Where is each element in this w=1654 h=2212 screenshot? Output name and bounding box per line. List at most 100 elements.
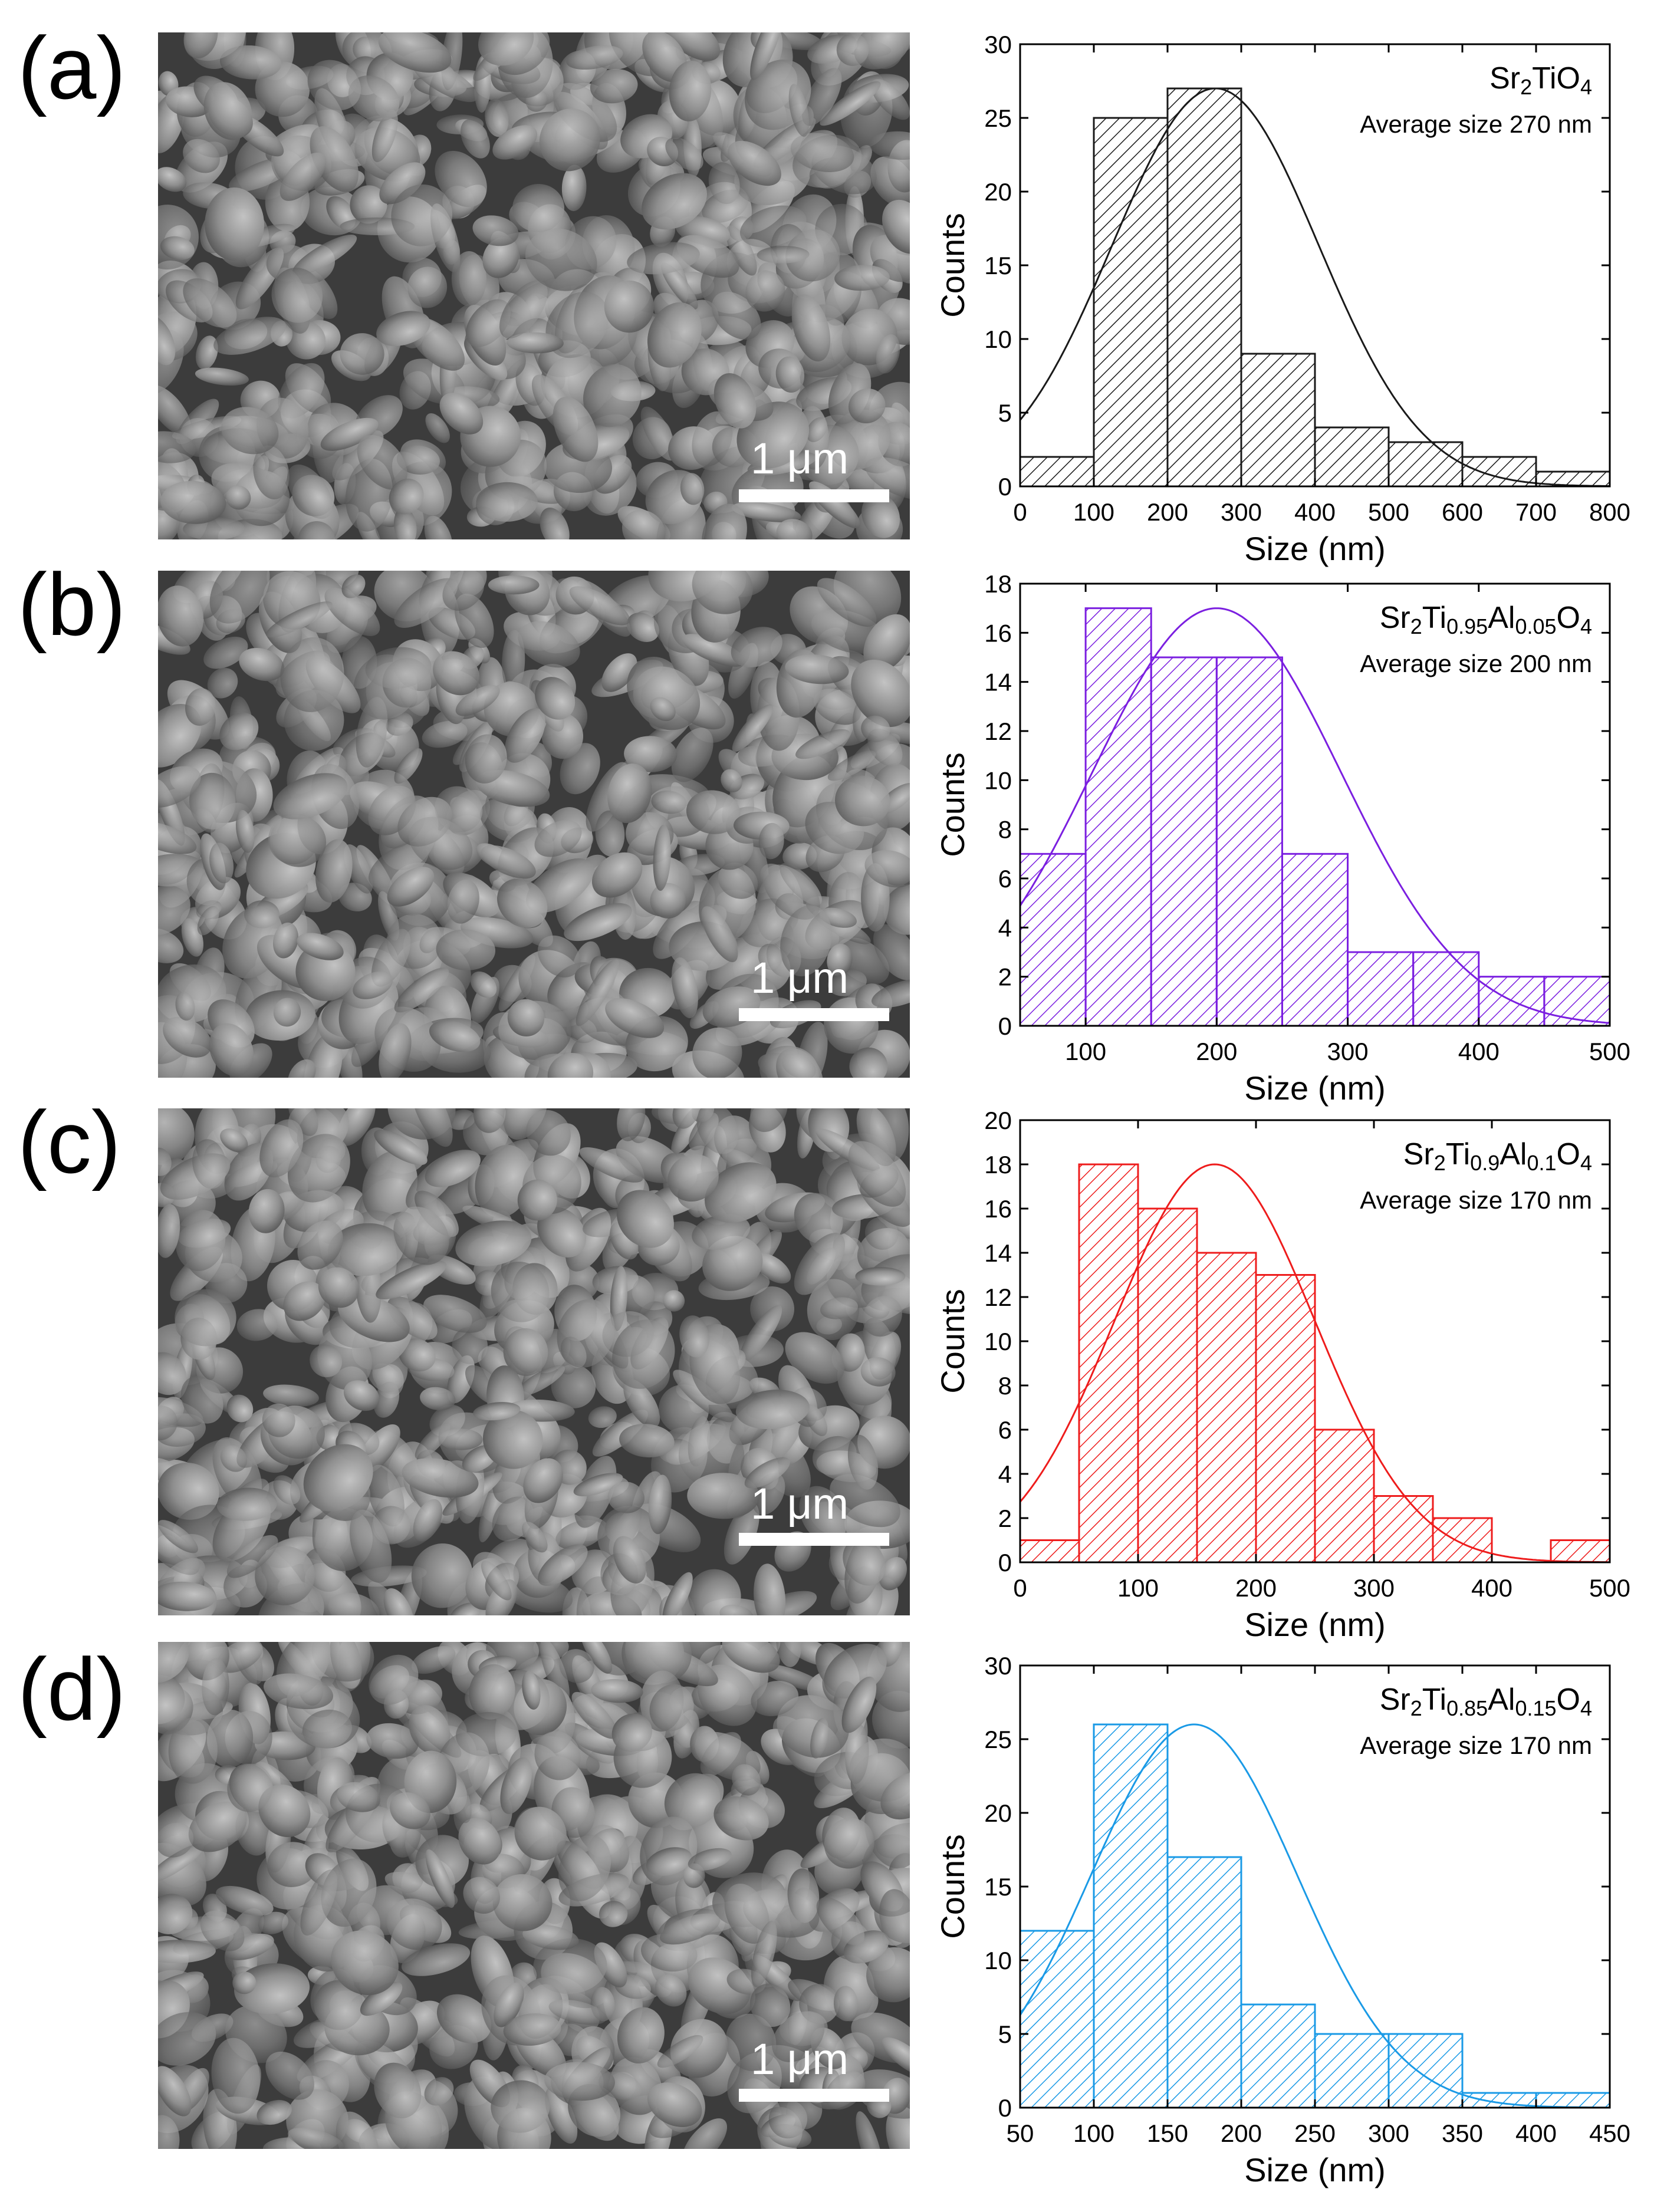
x-tick-label: 350 [1442, 2119, 1483, 2147]
x-tick-label: 400 [1471, 1574, 1512, 1602]
histogram-bar [1166, 1856, 1242, 2108]
histogram-bar [1314, 426, 1390, 486]
sem-image-a: 1 μm [158, 32, 910, 539]
histogram-bar [1137, 1207, 1198, 1562]
histogram-bar [1373, 1495, 1434, 1562]
panel-label-a: (a) [18, 18, 126, 117]
scale-bar-label: 1 μm [751, 2035, 849, 2083]
x-tick-label: 700 [1515, 498, 1557, 526]
y-tick-label: 10 [984, 1947, 1012, 1974]
x-tick-label: 100 [1073, 498, 1114, 526]
histogram-bar [1535, 2092, 1610, 2108]
y-tick-label: 16 [984, 619, 1012, 647]
histogram-bar [1215, 656, 1283, 1026]
x-tick-label: 100 [1073, 2119, 1114, 2147]
average-size-label: Average size 170 nm [1360, 1732, 1592, 1759]
y-tick-label: 30 [984, 1652, 1012, 1680]
fit-curve [1020, 607, 1610, 1024]
x-tick-label: 400 [1458, 1038, 1500, 1065]
x-axis-label: Size (nm) [1244, 1606, 1386, 1643]
x-tick-label: 200 [1196, 1038, 1237, 1065]
histogram-d: 50 100 150 200 250 300 350 400 450 0 5 10 15 20 25 30 Si… [932, 1633, 1633, 2188]
y-tick-label: 14 [984, 1239, 1012, 1267]
y-tick-label: 2 [998, 1505, 1012, 1532]
histogram-bar [1084, 607, 1152, 1026]
panel-label-d: (d) [18, 1640, 126, 1739]
panel-label-c: (c) [18, 1092, 121, 1191]
histogram-bar [1020, 1539, 1080, 1562]
histogram-bar [1387, 441, 1464, 486]
y-tick-label: 8 [998, 816, 1012, 844]
y-tick-label: 0 [998, 473, 1012, 501]
fit-curve [1020, 1723, 1610, 2108]
scale-bar-label: 1 μm [751, 434, 849, 483]
x-tick-label: 500 [1589, 1574, 1630, 1602]
histogram-bar [1196, 1252, 1257, 1562]
histogram-bar [1432, 1517, 1493, 1562]
y-tick-label: 12 [984, 1283, 1012, 1311]
histogram-bar [1347, 951, 1415, 1026]
x-tick-label: 200 [1147, 498, 1188, 526]
x-tick-label: 300 [1327, 1038, 1369, 1065]
y-tick-label: 12 [984, 717, 1012, 745]
sem-image-d: 1 μm [158, 1642, 910, 2149]
histogram-bar [1412, 951, 1480, 1026]
x-axis-label: Size (nm) [1244, 1069, 1386, 1107]
average-size-label: Average size 200 nm [1360, 650, 1592, 677]
histogram-bar [1078, 1163, 1139, 1562]
histogram-bar [1166, 87, 1242, 486]
histogram-bar [1240, 2003, 1316, 2108]
y-tick-label: 6 [998, 1416, 1012, 1444]
sem-particles [158, 1642, 910, 2149]
y-tick-label: 5 [998, 399, 1012, 427]
scale-bar [739, 489, 889, 502]
y-tick-label: 0 [998, 1012, 1012, 1040]
histogram-bar [1020, 1930, 1095, 2108]
x-tick-label: 200 [1221, 2119, 1262, 2147]
y-tick-label: 25 [984, 1726, 1012, 1753]
x-tick-label: 0 [1013, 1574, 1027, 1602]
histogram-bar [1387, 2033, 1464, 2108]
sem-image-c: 1 μm [158, 1108, 910, 1615]
x-tick-label: 300 [1221, 498, 1262, 526]
histogram-bar [1281, 852, 1349, 1026]
x-axis-label: Size (nm) [1244, 530, 1386, 567]
y-axis-label: Counts [934, 213, 971, 317]
x-tick-label: 0 [1013, 498, 1027, 526]
sem-image-b: 1 μm [158, 571, 910, 1078]
scale-bar [739, 1008, 889, 1021]
sem-particles [158, 1108, 910, 1615]
x-tick-label: 150 [1147, 2119, 1188, 2147]
y-tick-label: 20 [984, 178, 1012, 206]
x-tick-label: 50 [1007, 2119, 1034, 2147]
y-tick-label: 6 [998, 865, 1012, 893]
y-tick-label: 20 [984, 1107, 1012, 1134]
y-tick-label: 16 [984, 1195, 1012, 1223]
scale-bar [739, 1533, 889, 1546]
y-tick-label: 25 [984, 104, 1012, 132]
histogram-bar [1240, 353, 1316, 486]
x-tick-label: 800 [1589, 498, 1630, 526]
histogram-a: 0 100 200 300 400 500 600 700 800 0 5 10 15 20 25 30 Siz… [932, 12, 1633, 567]
y-tick-label: 10 [984, 325, 1012, 353]
y-tick-label: 30 [984, 31, 1012, 58]
scale-bar [739, 2089, 889, 2102]
fit-curve [1020, 1163, 1610, 1562]
y-axis-label: Counts [934, 752, 971, 857]
histogram-c: 0 100 200 300 400 500 0 2 4 6 8 10 12 14 16 18 20 Size (n… [932, 1088, 1633, 1643]
x-tick-label: 450 [1589, 2119, 1630, 2147]
histogram-bar [1020, 456, 1095, 486]
panel-label-b: (b) [18, 555, 126, 654]
y-axis-label: Counts [934, 1289, 971, 1393]
histogram-bar [1543, 976, 1610, 1026]
sample-formula: Sr2Ti0.9Al0.1O4 [1403, 1137, 1592, 1175]
histogram-bar [1093, 1723, 1169, 2108]
y-tick-label: 20 [984, 1799, 1012, 1827]
y-tick-label: 18 [984, 1151, 1012, 1179]
x-tick-label: 500 [1368, 498, 1409, 526]
y-tick-label: 15 [984, 252, 1012, 279]
scale-bar-label: 1 μm [751, 953, 849, 1002]
sample-formula: Sr2TiO4 [1489, 61, 1592, 99]
y-tick-label: 14 [984, 669, 1012, 696]
y-tick-label: 10 [984, 766, 1012, 794]
